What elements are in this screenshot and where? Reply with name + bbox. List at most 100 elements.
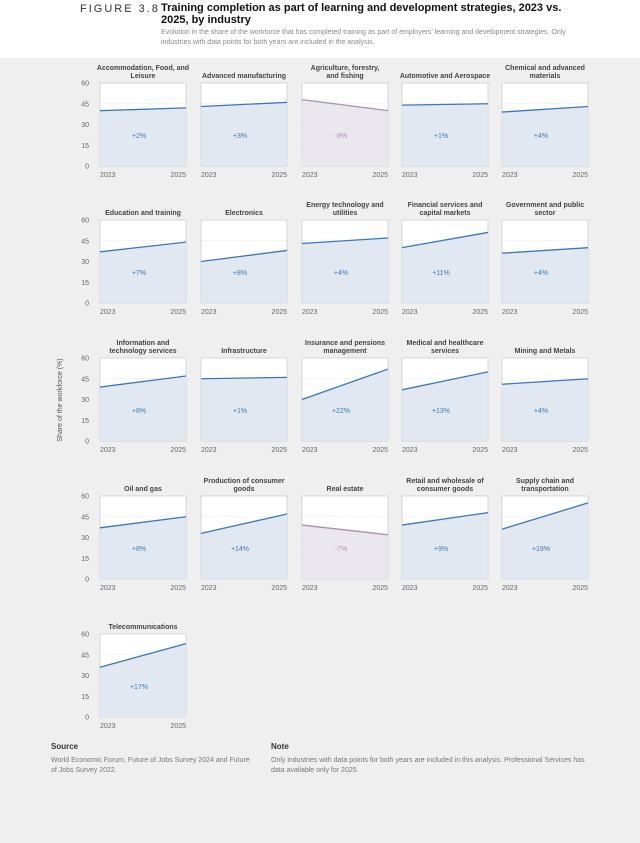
change-label: +8% [233, 270, 247, 277]
panel: +9% Retail and wholesale of consumer goods… [401, 478, 489, 592]
series-area [201, 513, 287, 579]
series-area [402, 103, 488, 166]
change-label: +2% [132, 133, 146, 140]
x-tick-label: 2023 [402, 172, 418, 179]
series-line [99, 643, 187, 668]
series-area [100, 516, 186, 579]
y-tick-label: 0 [85, 577, 89, 584]
x-tick-label: 2023 [502, 585, 518, 592]
series-area [502, 247, 588, 303]
change-label: -8% [335, 133, 347, 140]
x-tick-label: 2025 [572, 447, 588, 454]
panel: +13% Medical and healthcare services 2023 20… [401, 340, 489, 454]
change-label: +3% [233, 133, 247, 140]
x-tick-label: 2023 [502, 309, 518, 316]
y-tick-label: 15 [81, 143, 89, 150]
series-line [401, 511, 489, 526]
panel-title-line: Financial services and [408, 202, 483, 209]
x-tick-label: 2025 [372, 172, 388, 179]
panel-title: Telecommunications [108, 624, 177, 631]
series-line [301, 368, 389, 401]
y-tick-label: 0 [85, 164, 89, 171]
series-line [401, 231, 489, 249]
panel-title-line: goods [234, 486, 255, 493]
series-line [401, 103, 489, 106]
change-label: +9% [434, 546, 448, 553]
y-tick-label: 30 [81, 259, 89, 266]
y-tick-label: 15 [81, 556, 89, 563]
y-tick-label: 60 [81, 494, 89, 501]
y-tick-label: 30 [81, 535, 89, 542]
panel: +1% Infrastructure 2023 2025 [200, 348, 288, 454]
panel-title: Advanced manufacturing [202, 73, 286, 80]
series-area [302, 369, 388, 441]
x-tick-label: 2025 [271, 309, 287, 316]
panel-title: Medical and healthcare services [406, 340, 483, 355]
change-label: +1% [233, 408, 247, 415]
x-tick-label: 2023 [201, 447, 217, 454]
source-text: World Economic Forum, Future of Jobs Sur… [51, 757, 250, 774]
y-tick-label: 60 [81, 356, 89, 363]
x-tick-label: 2023 [100, 172, 116, 179]
x-tick-label: 2023 [302, 309, 318, 316]
y-tick-label: 45 [81, 652, 89, 659]
panel: +4% Mining and Metals 2023 2025 [501, 348, 589, 454]
panel-title: Electronics [225, 210, 263, 217]
series-area [402, 232, 488, 303]
series-area [402, 512, 488, 579]
x-tick-label: 2023 [201, 309, 217, 316]
panel-title: Information and technology services [109, 340, 176, 355]
x-tick-label: 2025 [372, 585, 388, 592]
change-label: +4% [334, 270, 348, 277]
figure-header: FIGURE 3.8 Training completion as part o… [0, 0, 640, 58]
series-area [201, 250, 287, 303]
panel: +3% Advanced manufacturing 2023 2025 [200, 73, 288, 179]
y-tick-label: 45 [81, 101, 89, 108]
panel-title-line: Advanced manufacturing [202, 73, 286, 80]
panel-title-line: Telecommunications [108, 624, 177, 631]
change-label: +1% [434, 133, 448, 140]
panel-title: Infrastructure [221, 348, 267, 355]
series-line [501, 378, 589, 385]
change-label: +4% [534, 133, 548, 140]
panel-title-line: Production of consumer [204, 478, 285, 485]
change-label: +13% [432, 408, 450, 415]
series-line [99, 375, 187, 388]
panel-title-line: Medical and healthcare [406, 340, 483, 347]
x-tick-label: 2023 [201, 585, 217, 592]
x-tick-label: 2025 [372, 447, 388, 454]
panel-title-line: services [431, 348, 459, 355]
series-area [100, 107, 186, 166]
panel: +11% Financial services and capital market… [401, 202, 489, 316]
panel-title-line: consumer goods [417, 486, 474, 493]
panel-title: Agriculture, forestry, and fishing [311, 65, 380, 80]
panel-title-line: sector [534, 210, 555, 217]
series-line [501, 247, 589, 254]
panel-title-line: transportation [521, 486, 568, 493]
panel-title-line: utilities [333, 210, 358, 217]
change-label: +11% [432, 270, 450, 277]
panel: +8% Electronics 2023 2025 [200, 210, 288, 316]
panel-title: Education and training [105, 210, 181, 217]
x-tick-label: 2025 [170, 309, 186, 316]
series-area [502, 502, 588, 579]
y-tick-label: 60 [81, 632, 89, 639]
panel-title: Chemical and advanced materials [505, 65, 585, 80]
note-heading: Note [271, 742, 289, 751]
change-label: +8% [132, 408, 146, 415]
panel-title-line: Retail and wholesale of [406, 478, 484, 485]
x-tick-label: 2023 [502, 447, 518, 454]
x-tick-label: 2025 [170, 447, 186, 454]
y-tick-label: 45 [81, 376, 89, 383]
panel-title: Real estate [327, 486, 364, 493]
x-tick-label: 2023 [100, 585, 116, 592]
y-tick-label: 45 [81, 238, 89, 245]
figure-title: Training completion as part of learning … [161, 2, 562, 26]
panel-title-line: and fishing [326, 73, 363, 80]
panel-title-line: Accommodation, Food, and [97, 65, 189, 72]
panel: +19% Supply chain and transportation 2023 20… [501, 478, 589, 592]
x-tick-label: 2023 [502, 172, 518, 179]
x-tick-label: 2025 [170, 172, 186, 179]
panel-title-line: Electronics [225, 210, 263, 217]
source-heading: Source [51, 742, 79, 751]
